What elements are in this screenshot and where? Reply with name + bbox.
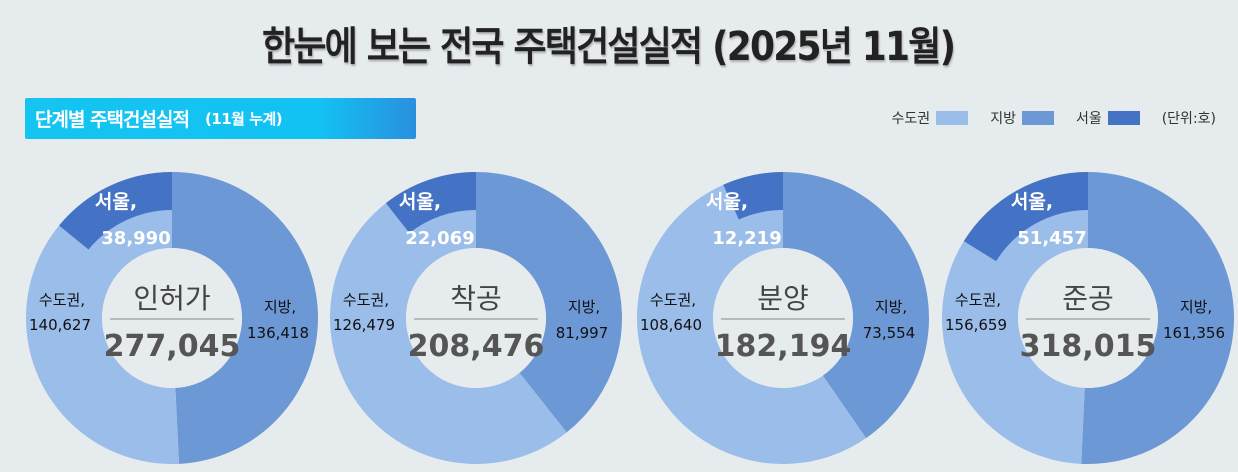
segment-capital-area xyxy=(637,171,867,464)
seoul-label: 서울, xyxy=(399,191,441,213)
doughnut-chart-2: 착공 208,476 서울, 22,069 수도권, 126,479 지방, 81,997 xyxy=(329,172,622,464)
legend-label: 지방 xyxy=(990,111,1016,127)
stage-title: 분양 xyxy=(757,282,809,315)
legend-item-local: 지방 xyxy=(990,108,1054,128)
segment-seoul xyxy=(963,172,1088,262)
capital-area-value: 108,640 xyxy=(640,316,702,334)
legend-item-capital-area: 수도권 xyxy=(892,108,969,128)
section-title: 단계별 주택건설실적 xyxy=(35,109,190,131)
capital-area-value: 156,659 xyxy=(945,316,1007,334)
page-title: 한눈에 보는 전국 주택건설실적 (2025년 11월) xyxy=(262,24,956,70)
segment-capital-area xyxy=(25,172,179,465)
segment-local xyxy=(783,172,930,439)
stage-total: 318,015 xyxy=(1020,329,1157,364)
doughnut-chart-3: 분양 182,194 서울, 12,219 수도권, 108,640 지방, 73,554 xyxy=(637,171,930,464)
segment-seoul xyxy=(723,172,783,220)
section-subtitle: (11월 누계) xyxy=(204,110,283,128)
seoul-value: 22,069 xyxy=(405,228,474,249)
local-label: 지방, xyxy=(1180,298,1212,316)
legend-swatch-capital-area xyxy=(936,111,969,125)
legend-label: 서울 xyxy=(1075,111,1102,127)
capital-area-label: 수도권, xyxy=(650,291,696,309)
doughnut-chart-1: 인허가 277,045 서울, 38,990 수도권, 140,627 지방, 136,418 xyxy=(25,172,318,465)
capital-area-value: 126,479 xyxy=(333,316,395,334)
local-value: 136,418 xyxy=(247,324,309,342)
seoul-label: 서울, xyxy=(706,191,748,213)
stage-total: 182,194 xyxy=(715,329,852,364)
stage-title: 착공 xyxy=(450,282,502,315)
section-banner: 단계별 주택건설실적 (11월 누계) xyxy=(25,98,416,139)
chart-legend: 수도권 지방 서울 (단위:호) xyxy=(892,108,1216,128)
seoul-value: 12,219 xyxy=(712,228,781,249)
seoul-value: 51,457 xyxy=(1017,228,1086,249)
legend-swatch-local xyxy=(1021,111,1054,125)
legend-item-seoul: 서울 xyxy=(1076,108,1140,128)
capital-area-value: 140,627 xyxy=(29,316,91,334)
segment-seoul xyxy=(385,172,476,234)
seoul-label: 서울, xyxy=(95,191,137,213)
center-disk xyxy=(1018,248,1158,388)
legend-swatch-seoul xyxy=(1107,111,1140,125)
segment-local xyxy=(476,172,622,433)
stage-total: 277,045 xyxy=(104,329,241,364)
local-value: 73,554 xyxy=(863,324,916,342)
local-label: 지방, xyxy=(875,298,907,316)
center-disk xyxy=(102,248,242,388)
segment-local xyxy=(1081,172,1234,464)
stage-title: 인허가 xyxy=(133,282,210,315)
capital-area-label: 수도권, xyxy=(343,291,389,309)
stage-title: 준공 xyxy=(1062,282,1114,315)
local-label: 지방, xyxy=(568,298,600,316)
seoul-value: 38,990 xyxy=(101,228,170,249)
center-disk xyxy=(406,248,546,388)
capital-area-label: 수도권, xyxy=(39,291,85,309)
seoul-label: 서울, xyxy=(1011,191,1053,213)
segment-capital-area xyxy=(329,172,567,464)
center-disk xyxy=(713,248,853,388)
local-value: 81,997 xyxy=(556,324,609,342)
unit-label: (단위:호) xyxy=(1161,111,1216,127)
capital-area-label: 수도권, xyxy=(955,291,1001,309)
doughnut-chart-4: 준공 318,015 서울, 51,457 수도권, 156,659 지방, 161,356 xyxy=(941,172,1234,464)
local-label: 지방, xyxy=(264,298,296,316)
legend-label: 수도권 xyxy=(891,111,931,127)
segment-local xyxy=(172,172,318,464)
segment-seoul xyxy=(59,172,172,250)
stage-total: 208,476 xyxy=(408,329,545,364)
local-value: 161,356 xyxy=(1163,324,1225,342)
